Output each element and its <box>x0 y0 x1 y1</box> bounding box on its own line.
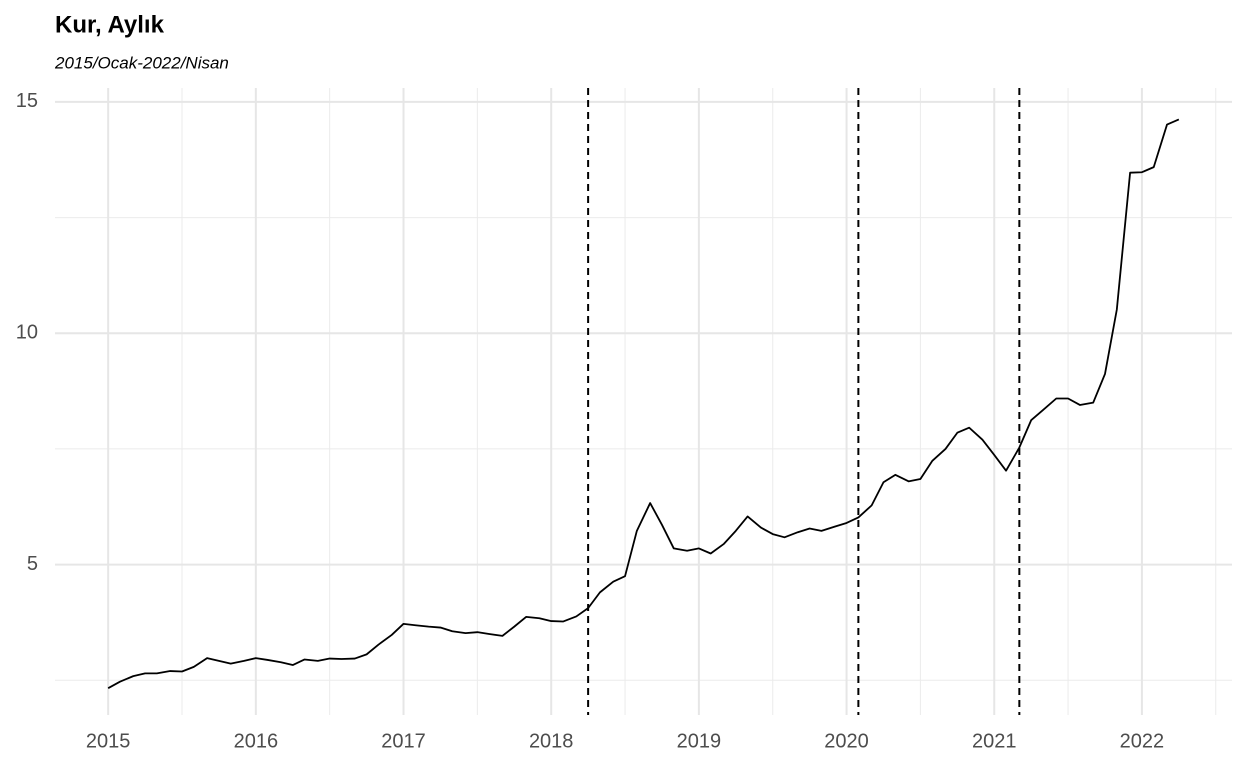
line <box>107 118 1180 689</box>
x-tick-label: 2020 <box>824 730 869 752</box>
grid <box>55 88 1232 715</box>
y-tick-label: 5 <box>27 553 38 575</box>
y-tick-label: 10 <box>16 322 38 344</box>
chart-title: Kur, Aylık <box>55 11 165 38</box>
x-tick-label: 2017 <box>381 730 426 752</box>
x-tick-label: 2019 <box>677 730 722 752</box>
x-tick-label: 2015 <box>86 730 131 752</box>
x-tick-label: 2022 <box>1120 730 1165 752</box>
plot <box>107 88 1180 715</box>
y-tick-label: 15 <box>16 90 38 112</box>
chart-subtitle: 2015/Ocak-2022/Nisan <box>54 53 229 72</box>
x-tick-label: 2021 <box>972 730 1017 752</box>
x-tick-label: 2018 <box>529 730 574 752</box>
x-tick-label: 2016 <box>234 730 279 752</box>
